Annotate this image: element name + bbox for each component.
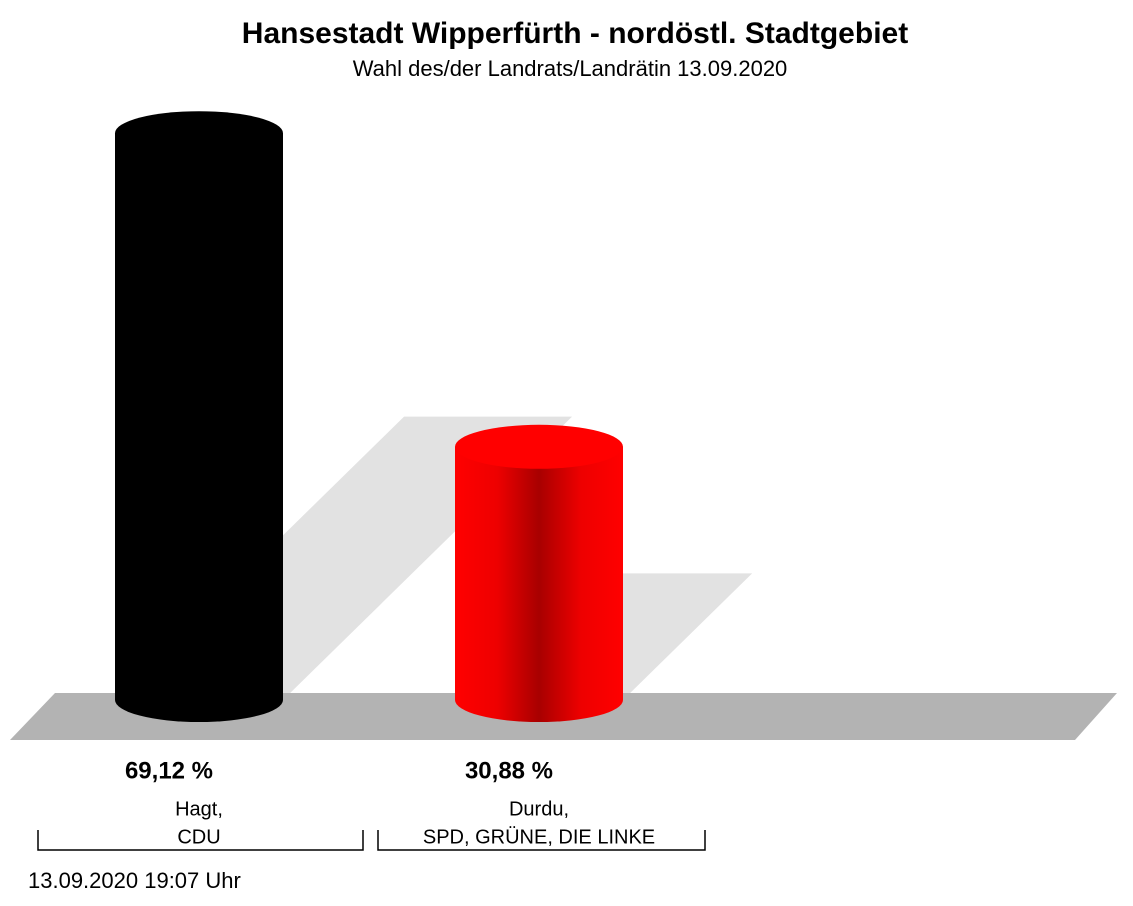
category-label: SPD, GRÜNE, DIE LINKE	[423, 826, 655, 848]
category-label: CDU	[177, 826, 220, 848]
category-label: Hagt,	[175, 798, 223, 820]
value-label: 30,88 %	[465, 757, 553, 784]
bar	[115, 133, 283, 722]
footer: 13.09.2020 19:07 Uhr	[28, 868, 241, 893]
category-label: Durdu,	[509, 798, 569, 820]
bar	[455, 446, 623, 722]
category-bracket	[37, 830, 364, 851]
chart-title: Hansestadt Wipperfürth - nordöstl. Stadt…	[242, 17, 908, 50]
value-label: 69,12 %	[125, 757, 213, 784]
bar-top	[455, 424, 623, 469]
bar-top	[115, 111, 283, 156]
chart-subtitle: Wahl des/der Landrats/Landrätin 13.09.20…	[353, 56, 788, 81]
category-bracket	[377, 830, 706, 851]
